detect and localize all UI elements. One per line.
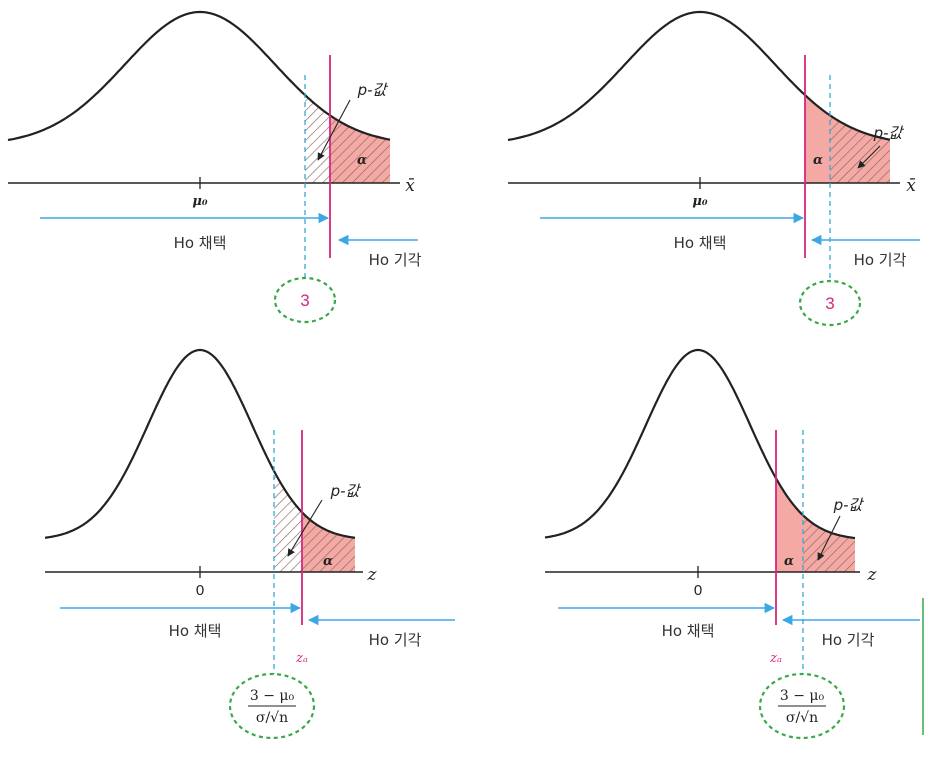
pvalue-label: p-값 xyxy=(330,482,362,500)
panel-4: z 0 p-값 α Ho 채택 Ho 기각 3 − μ₀ σ/√n zₐ xyxy=(544,348,920,740)
axis-label: z xyxy=(367,565,378,585)
observed-denominator: σ/√n xyxy=(786,710,818,726)
center-label: μ₀ xyxy=(692,194,708,209)
axis-label: x̄ xyxy=(405,176,415,196)
reject-label: Ho 기각 xyxy=(369,631,422,649)
reject-label: Ho 기각 xyxy=(854,251,907,269)
reject-label: Ho 기각 xyxy=(369,251,422,269)
observed-value: 3 xyxy=(300,291,309,310)
center-label: 0 xyxy=(196,582,204,599)
alpha-label: α xyxy=(323,554,333,569)
pvalue-label: p-값 xyxy=(357,81,389,99)
density-curve xyxy=(507,10,891,142)
axis-label: z xyxy=(867,565,878,585)
observed-denominator: σ/√n xyxy=(256,710,288,726)
critical-label: zₐ xyxy=(295,651,308,666)
alpha-label: α xyxy=(357,153,367,168)
pvalue-pointer xyxy=(287,499,323,557)
reject-label: Ho 기각 xyxy=(822,631,875,649)
panel-2: x̄ μ₀ p-값 α Ho 채택 Ho 기각 3 xyxy=(507,10,920,327)
pvalue-label: p-값 xyxy=(833,496,865,514)
pvalue-region xyxy=(830,115,890,183)
pvalue-pointer xyxy=(317,99,351,161)
observed-marker xyxy=(228,672,316,740)
pvalue-pointer xyxy=(857,145,881,169)
alpha-label: α xyxy=(784,554,794,569)
pvalue-region xyxy=(305,95,390,183)
observed-numerator: 3 − μ₀ xyxy=(250,688,295,704)
observed-marker xyxy=(798,279,862,327)
observed-marker xyxy=(758,672,846,740)
alpha-label: α xyxy=(813,153,823,168)
pvalue-pointer xyxy=(817,515,841,561)
density-curve xyxy=(44,348,356,539)
pvalue-label: p-값 xyxy=(873,124,905,142)
pvalue-region xyxy=(803,515,855,572)
observed-marker xyxy=(273,276,337,324)
axis-label: x̄ xyxy=(906,176,916,196)
center-label: 0 xyxy=(694,582,702,599)
critical-label: zₐ xyxy=(769,651,782,666)
panel-1: x̄ μ₀ p-값 α Ho 채택 Ho 기각 3 xyxy=(7,10,422,324)
center-label: μ₀ xyxy=(192,194,208,209)
accept-label: Ho 채택 xyxy=(662,622,715,640)
accept-label: Ho 채택 xyxy=(169,622,222,640)
observed-value: 3 xyxy=(825,294,834,313)
density-curve xyxy=(7,10,391,142)
panel-3: z 0 p-값 α Ho 채택 Ho 기각 3 − μ₀ σ/√n zₐ xyxy=(44,348,455,740)
observed-numerator: 3 − μ₀ xyxy=(780,688,825,704)
accept-label: Ho 채택 xyxy=(674,234,727,252)
density-curve xyxy=(544,348,856,540)
accept-label: Ho 채택 xyxy=(174,234,227,252)
